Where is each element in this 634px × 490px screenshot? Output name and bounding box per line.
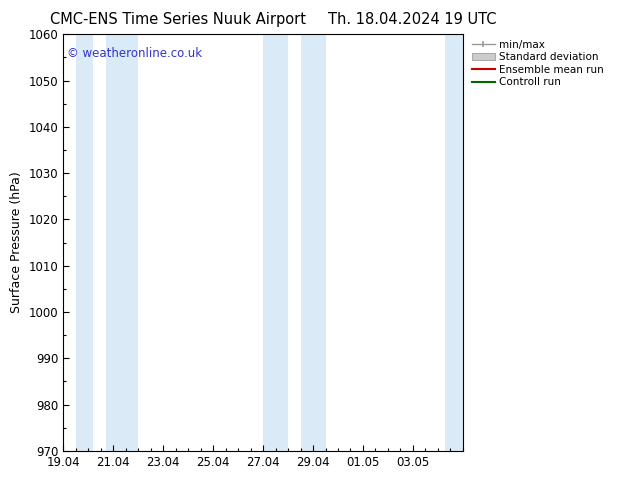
Text: CMC-ENS Time Series Nuuk Airport: CMC-ENS Time Series Nuuk Airport <box>49 12 306 27</box>
Bar <box>106 34 138 451</box>
Text: © weatheronline.co.uk: © weatheronline.co.uk <box>67 47 202 60</box>
Bar <box>445 34 463 451</box>
Legend: min/max, Standard deviation, Ensemble mean run, Controll run: min/max, Standard deviation, Ensemble me… <box>472 40 604 87</box>
Bar <box>301 34 325 451</box>
Y-axis label: Surface Pressure (hPa): Surface Pressure (hPa) <box>10 172 23 314</box>
Text: Th. 18.04.2024 19 UTC: Th. 18.04.2024 19 UTC <box>328 12 496 27</box>
Bar <box>76 34 93 451</box>
Bar <box>263 34 288 451</box>
